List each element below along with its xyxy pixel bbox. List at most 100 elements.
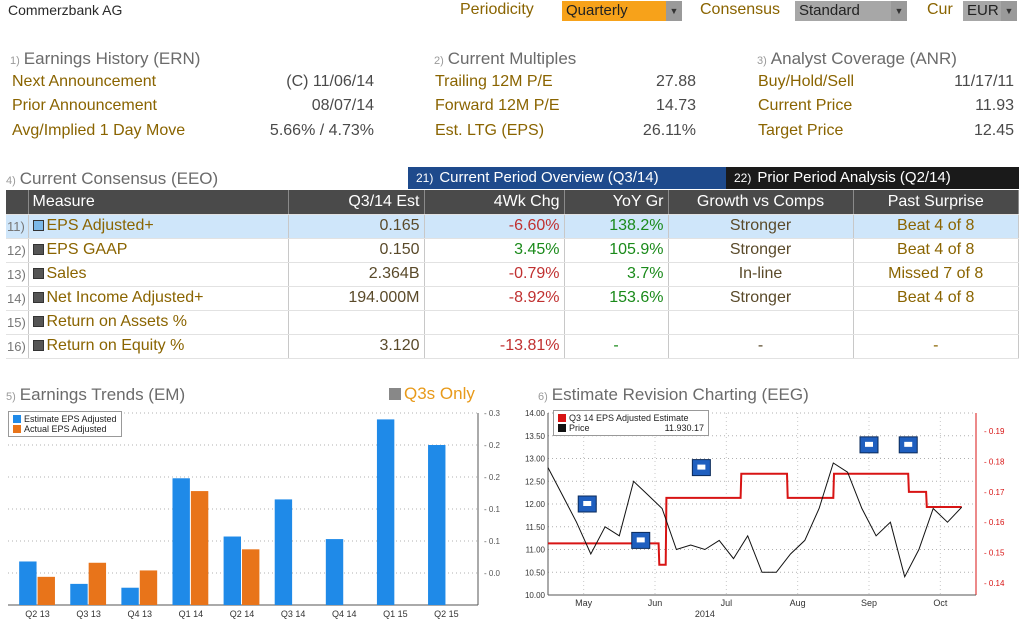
table-row[interactable]: 15) Return on Assets %	[6, 310, 1019, 335]
legend-item: Estimate EPS Adjusted	[13, 414, 117, 424]
legend-label: Price	[569, 423, 590, 433]
current-multiples-title[interactable]: 2) Current Multiples	[434, 49, 576, 69]
periodicity-dropdown[interactable]: Quarterly	[562, 1, 666, 21]
row-bullet-icon[interactable]	[32, 268, 44, 279]
table-row[interactable]: 11) EPS Adjusted+ 0.165 -6.60% 138.2% St…	[6, 214, 1019, 239]
row-measure[interactable]: Sales	[28, 262, 289, 287]
legend-value: 0.17	[686, 423, 704, 433]
row-growth: Stronger	[668, 238, 854, 263]
target-price-value: 12.45	[973, 122, 1014, 139]
tab-current-period[interactable]: 21) Current Period Overview (Q3/14)	[408, 167, 726, 189]
right-y-tick-label: - 0.17	[984, 488, 1005, 497]
legend-swatch	[558, 414, 566, 422]
section-title-text: Estimate Revision Charting (EEG)	[551, 385, 809, 404]
x-tick-label: Q3 14	[281, 609, 306, 619]
prior-announcement-label: Prior Announcement	[12, 97, 157, 114]
x-tick-label: Q3 13	[76, 609, 101, 619]
q3s-only-toggle[interactable]: Q3s Only	[389, 384, 475, 404]
row-yoy: 105.9%	[564, 238, 669, 263]
tab-index: 21)	[416, 171, 434, 185]
legend-item: Q3 14 EPS Adjusted Estimate 0.17	[558, 413, 704, 433]
row-est: 3.120	[288, 334, 425, 359]
currency-dropdown[interactable]: EUR	[963, 1, 1001, 21]
tab-prior-period[interactable]: 22) Prior Period Analysis (Q2/14)	[726, 167, 1019, 189]
row-bullet-icon[interactable]	[32, 220, 44, 231]
column-header-yoy-gr[interactable]: YoY Gr	[564, 190, 669, 215]
chevron-down-icon[interactable]: ▼	[666, 1, 682, 21]
row-measure[interactable]: Return on Equity %	[28, 334, 289, 359]
earnings-history-title[interactable]: 1) Earnings History (ERN)	[10, 49, 200, 69]
legend-value: 11.93	[664, 423, 687, 433]
bar-actual	[139, 570, 158, 605]
column-header-measure[interactable]: Measure	[28, 190, 289, 215]
column-header-past-surprise[interactable]: Past Surprise	[853, 190, 1019, 215]
chevron-down-icon[interactable]: ▼	[891, 1, 907, 21]
tab-label: Current Period Overview (Q3/14)	[439, 169, 659, 186]
column-header-4wk-chg[interactable]: 4Wk Chg	[424, 190, 565, 215]
earnings-trends-title[interactable]: 5) Earnings Trends (EM)	[6, 385, 185, 405]
consensus-table: Measure Q3/14 Est 4Wk Chg YoY Gr Growth …	[6, 190, 1019, 359]
legend-swatch	[13, 415, 21, 423]
row-measure[interactable]: EPS GAAP	[28, 238, 289, 263]
section-index: 5)	[6, 391, 16, 403]
bar-estimate	[325, 539, 344, 605]
bar-estimate	[376, 419, 395, 605]
row-bullet-icon[interactable]	[32, 340, 44, 351]
x-tick-label: Q2 13	[25, 609, 50, 619]
next-announcement-value: (C) 11/06/14	[286, 73, 374, 90]
row-bullet-icon[interactable]	[32, 244, 44, 255]
row-chg: -13.81%	[424, 334, 565, 359]
row-bullet-icon[interactable]	[32, 292, 44, 303]
buy-hold-sell-label: Buy/Hold/Sell	[758, 73, 855, 90]
event-marker-glyph	[697, 464, 706, 470]
table-row[interactable]: 12) EPS GAAP 0.150 3.45% 105.9% Stronger…	[6, 238, 1019, 263]
legend-item: Actual EPS Adjusted	[13, 424, 117, 434]
row-measure[interactable]: Return on Assets %	[28, 310, 289, 335]
left-y-tick-label: 12.00	[525, 500, 546, 509]
x-axis-label: 2014	[695, 609, 715, 619]
column-header-growth-vs-comps[interactable]: Growth vs Comps	[668, 190, 854, 215]
section-title-text: Earnings Trends (EM)	[19, 385, 186, 404]
row-measure-text: EPS GAAP	[46, 241, 128, 258]
left-y-tick-label: 11.50	[526, 523, 546, 532]
row-index: 11)	[6, 214, 29, 239]
row-yoy	[564, 310, 669, 335]
x-tick-label: Q2 15	[434, 609, 459, 619]
column-header-est[interactable]: Q3/14 Est	[288, 190, 425, 215]
row-yoy: 138.2%	[564, 214, 669, 239]
row-index: 13)	[6, 262, 29, 287]
estimate-revision-legend: Q3 14 EPS Adjusted Estimate 0.17 Price 11.…	[553, 410, 709, 436]
row-chg	[424, 310, 565, 335]
bar-actual	[242, 549, 260, 605]
analyst-coverage-title[interactable]: 3) Analyst Coverage (ANR)	[757, 49, 957, 69]
right-y-tick-label: - 0.15	[984, 549, 1005, 558]
day-move-label: Avg/Implied 1 Day Move	[12, 122, 186, 139]
table-row[interactable]: 16) Return on Equity % 3.120 -13.81% - -…	[6, 334, 1019, 359]
left-y-tick-label: 13.00	[525, 455, 546, 464]
bar-estimate	[121, 587, 139, 605]
table-header-cell	[6, 190, 29, 215]
current-consensus-title[interactable]: 4) Current Consensus (EEO)	[6, 169, 218, 189]
section-title-text: Earnings History (ERN)	[23, 49, 201, 68]
table-row[interactable]: 13) Sales 2.364B -0.79% 3.7% In-line Mis…	[6, 262, 1019, 287]
row-est: 0.165	[288, 214, 425, 239]
estimate-revision-title[interactable]: 6) Estimate Revision Charting (EEG)	[538, 385, 809, 405]
row-growth: -	[668, 334, 854, 359]
y-tick-label: - 0.30	[484, 409, 500, 418]
row-measure[interactable]: Net Income Adjusted+	[28, 286, 289, 311]
chevron-down-icon[interactable]: ▼	[1001, 1, 1017, 21]
price-line	[547, 462, 963, 579]
row-bullet-icon[interactable]	[32, 316, 44, 327]
section-index: 4)	[6, 175, 16, 187]
table-row[interactable]: 14) Net Income Adjusted+ 194.000M -8.92%…	[6, 286, 1019, 311]
row-measure[interactable]: EPS Adjusted+	[28, 214, 289, 239]
row-chg: -6.60%	[424, 214, 565, 239]
consensus-dropdown[interactable]: Standard	[795, 1, 891, 21]
row-est: 194.000M	[288, 286, 425, 311]
x-tick-label: Q2 14	[230, 609, 255, 619]
checkbox-icon[interactable]	[389, 388, 401, 400]
earnings-trends-legend: Estimate EPS Adjusted Actual EPS Adjuste…	[8, 411, 122, 437]
row-est: 2.364B	[288, 262, 425, 287]
row-measure-text: Return on Equity %	[46, 337, 185, 354]
row-growth: Stronger	[668, 214, 854, 239]
